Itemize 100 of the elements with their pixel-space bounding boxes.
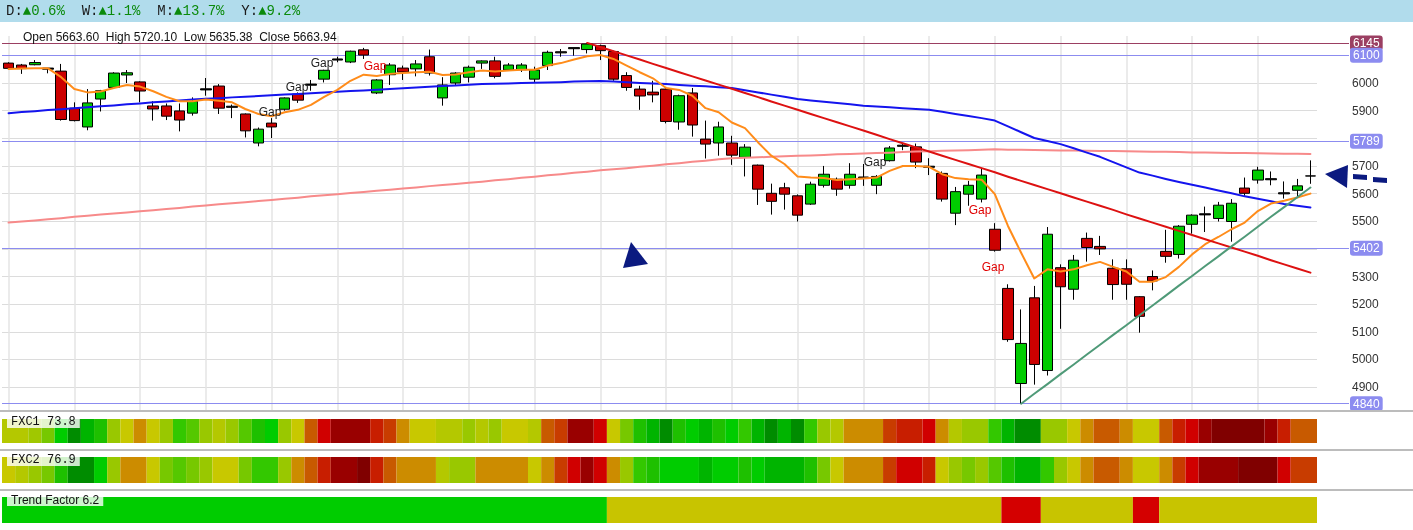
candlestick [279, 96, 290, 112]
y-tick-label: 5100 [1352, 324, 1380, 339]
bar [777, 419, 791, 443]
chart-subtitle: Open 5663.60 High 5720.10 Low 5635.38 Close 5663.94 [23, 30, 337, 44]
bar [1119, 457, 1133, 483]
candlestick [174, 102, 185, 132]
bar [791, 419, 805, 443]
candlestick [555, 48, 567, 58]
bar [593, 457, 607, 483]
bar [146, 419, 160, 443]
chart-title: FXC1 73.8 [11, 415, 76, 429]
candlestick [266, 117, 277, 139]
bar [172, 457, 187, 483]
bar [475, 457, 528, 483]
bar [370, 457, 384, 483]
chart-title: Trend Factor 6.2 [11, 493, 100, 507]
bar [725, 419, 739, 443]
bar [1238, 457, 1278, 483]
bar [488, 419, 502, 443]
y-tick-label: 4900 [1352, 380, 1380, 395]
bar [948, 457, 962, 483]
bar [935, 457, 949, 483]
bar [1054, 457, 1068, 483]
bar [804, 419, 818, 443]
bar [475, 419, 489, 443]
bar [1159, 497, 1317, 523]
bar [1067, 457, 1081, 483]
candlestick [1213, 201, 1224, 223]
bar [199, 457, 213, 483]
bar [159, 419, 173, 443]
bar [1080, 419, 1094, 443]
bar [1277, 457, 1291, 483]
bar [317, 419, 331, 443]
candlestick [1042, 226, 1053, 377]
bar [304, 457, 318, 483]
candlestick [55, 63, 67, 122]
bar [291, 457, 305, 483]
bar [935, 419, 949, 443]
chart-title: D:▲0.6% W:▲1.1% M:▲13.7% Y:▲9.2% [6, 3, 301, 19]
bar [107, 419, 121, 443]
bar [1290, 419, 1317, 443]
candlestick [989, 222, 1001, 253]
candlestick [687, 87, 698, 138]
bar [1001, 419, 1015, 443]
candlestick [529, 66, 540, 84]
bar [764, 419, 778, 443]
line-series [7, 54, 1312, 283]
bar [817, 457, 831, 483]
candlestick [318, 69, 330, 83]
bar [712, 419, 726, 443]
y-tick-label: 5700 [1352, 158, 1380, 173]
candlestick [1278, 180, 1290, 200]
candlestick [3, 61, 14, 70]
bar [1040, 419, 1068, 443]
bar [528, 457, 542, 483]
bar [567, 457, 581, 483]
bar [1290, 457, 1317, 483]
bar [317, 457, 331, 483]
bar [1211, 419, 1265, 443]
candlestick [1029, 285, 1040, 386]
bar [1185, 419, 1199, 443]
bar [948, 419, 962, 443]
candlestick [358, 47, 369, 60]
bar [396, 457, 436, 483]
bar [501, 419, 528, 443]
bar [133, 419, 147, 443]
bar [159, 457, 173, 483]
bar [1080, 457, 1094, 483]
bar [659, 457, 699, 483]
candlestick [161, 102, 172, 121]
bar [1198, 457, 1239, 483]
bar [751, 419, 765, 443]
bar [988, 457, 1002, 483]
candlestick [240, 112, 251, 138]
bar [567, 419, 594, 443]
candlestick [779, 182, 790, 211]
bar [449, 457, 476, 483]
candlestick [963, 180, 974, 207]
bar [922, 457, 936, 483]
annotation: Gap [981, 260, 1005, 274]
bar [896, 419, 923, 443]
bar [1159, 419, 1173, 443]
candlestick [1002, 283, 1014, 343]
bar [80, 419, 95, 443]
bar [1067, 419, 1081, 443]
y-tick-label: 6000 [1352, 76, 1380, 90]
bar [2, 497, 607, 523]
candlestick [936, 170, 948, 203]
y-tick-label: 5500 [1352, 214, 1380, 229]
bar [357, 457, 371, 483]
bar [278, 419, 292, 443]
bar [1132, 497, 1160, 523]
bar [1040, 457, 1054, 483]
bar [120, 419, 134, 443]
bar [1001, 497, 1041, 523]
bar [409, 419, 436, 443]
bar [172, 419, 187, 443]
bar [712, 457, 739, 483]
candlestick [1305, 159, 1316, 185]
bar [94, 419, 108, 443]
